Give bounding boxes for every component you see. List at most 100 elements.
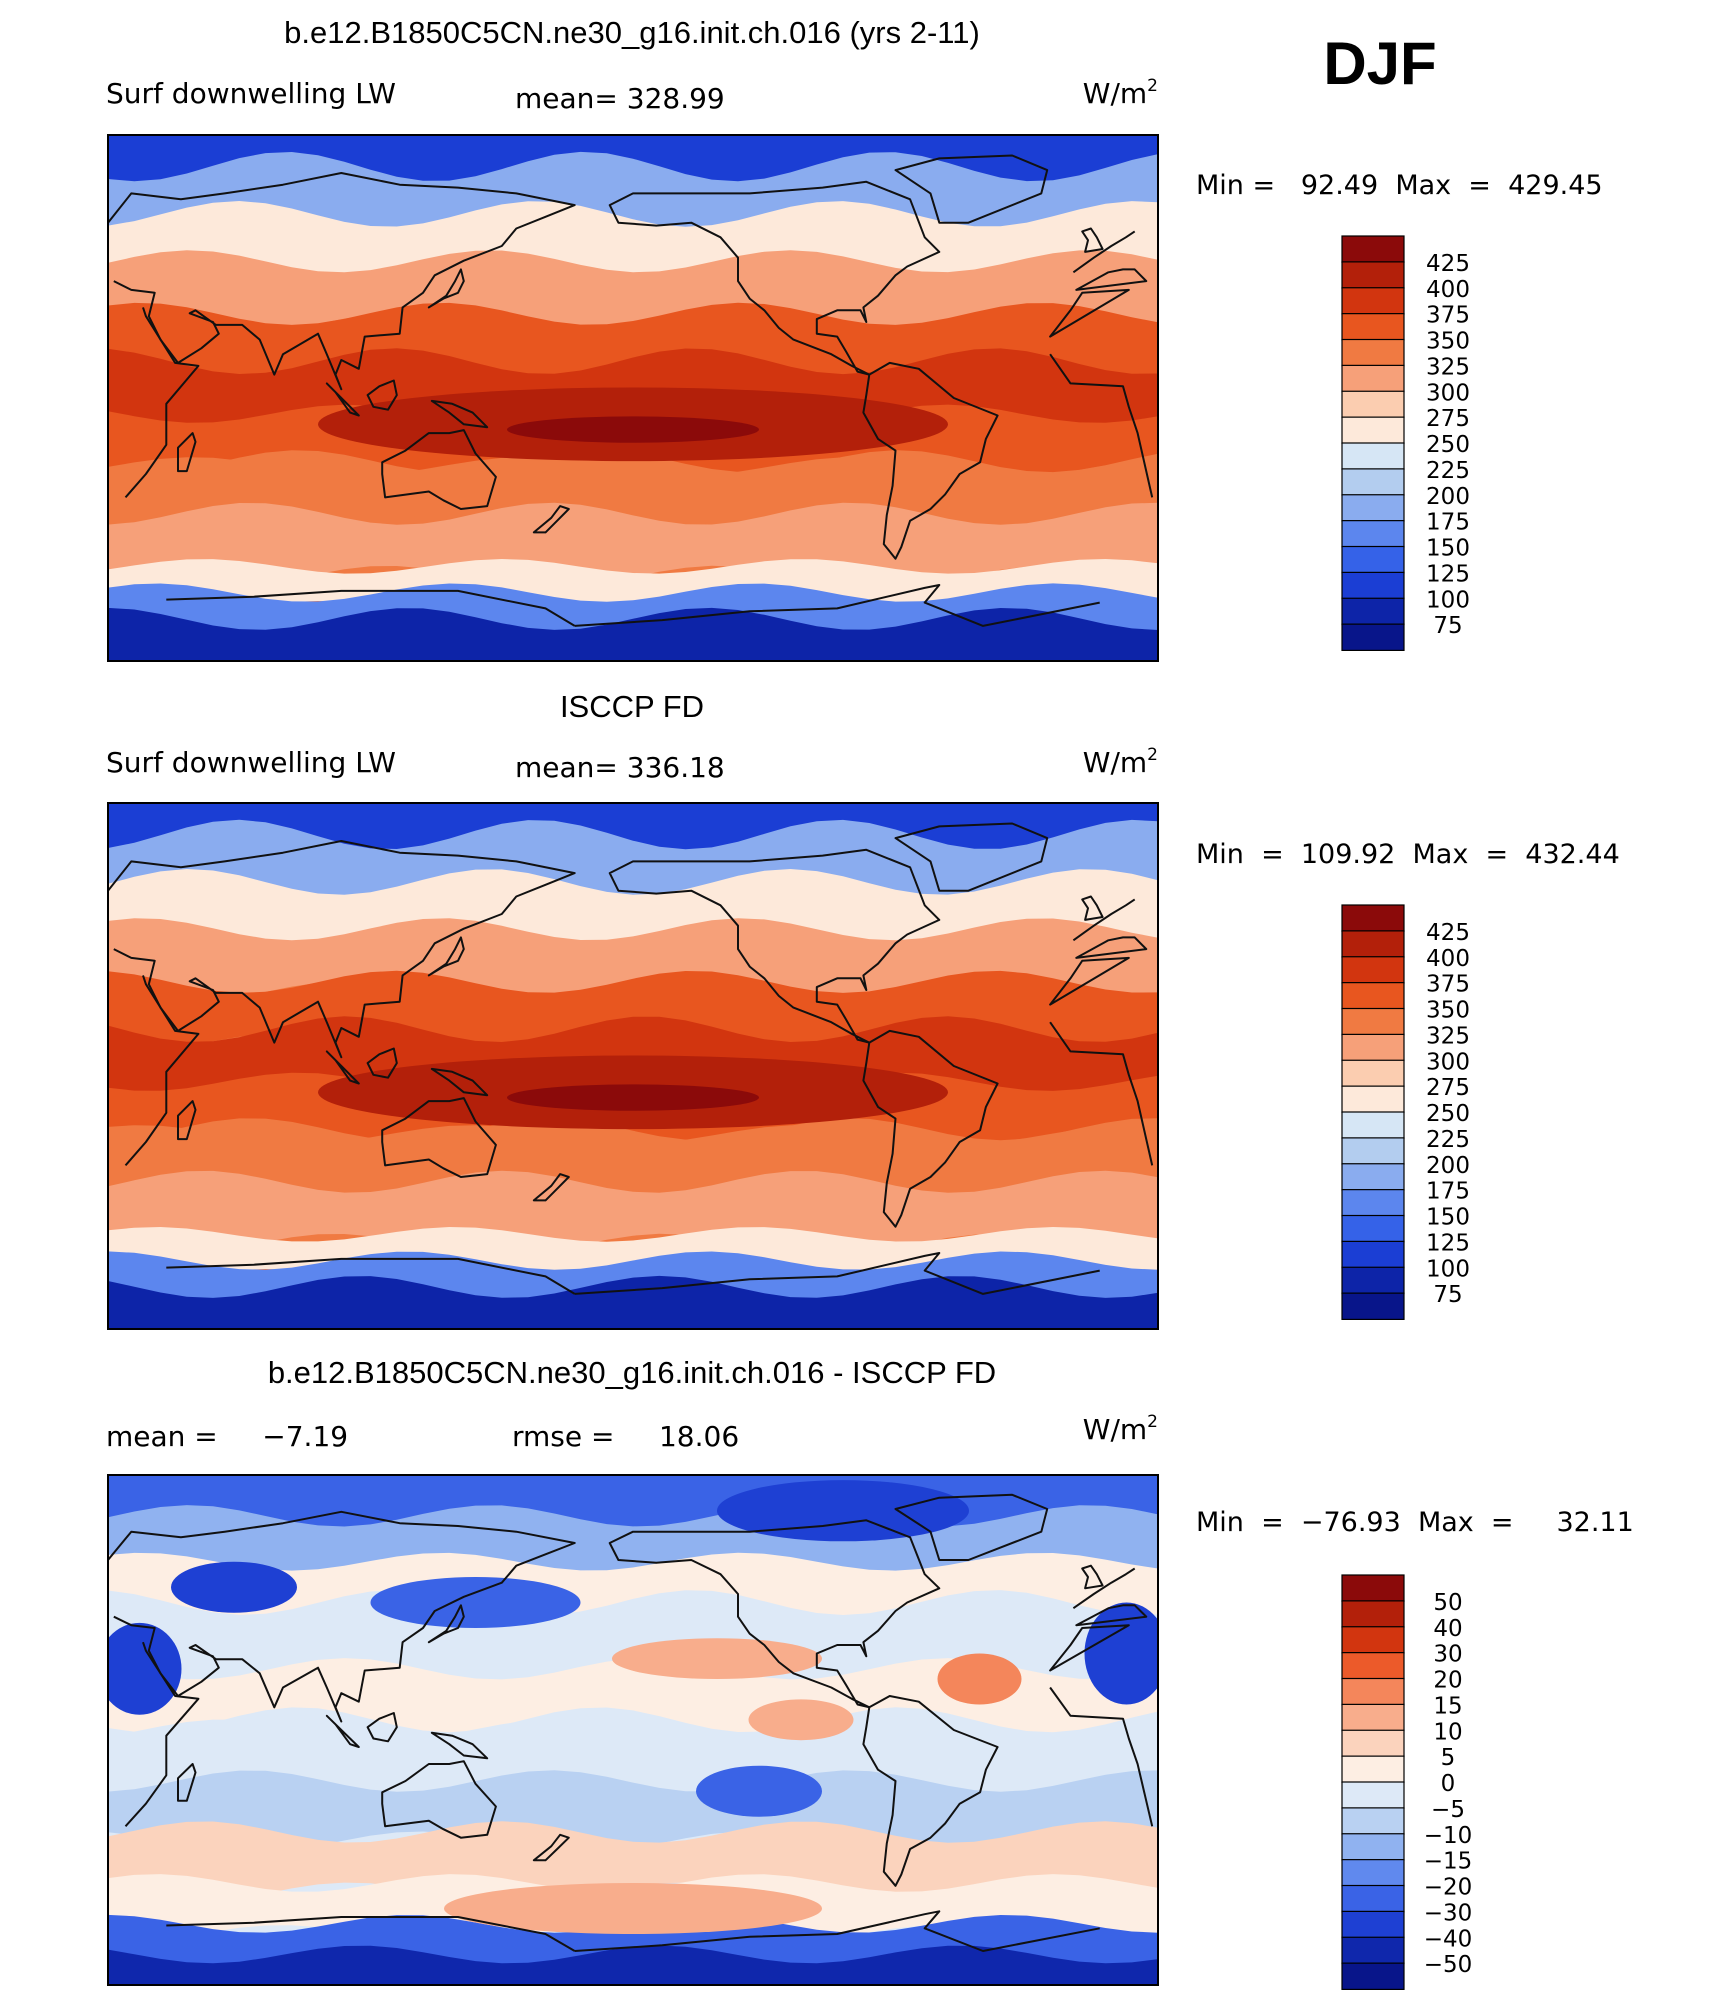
coastline-uk (1081, 1564, 1104, 1590)
coastline-greenland (894, 822, 1049, 892)
colorbar-tick-label: 400 (1426, 277, 1470, 303)
colorbar-swatch (1341, 416, 1405, 445)
coastline-sumatra (325, 382, 360, 417)
coastline-newGuinea (430, 1067, 489, 1097)
panel-title: b.e12.B1850C5CN.ne30_g16.init.ch.016 - I… (268, 1355, 996, 1390)
coastline-greenland (894, 1493, 1049, 1561)
colorbar-tick-label: 50 (1433, 1590, 1462, 1616)
colorbar-swatch (1341, 1292, 1405, 1321)
colorbar-swatch (1341, 468, 1405, 496)
map-plot (108, 135, 1158, 661)
colorbar-swatch (1341, 1626, 1405, 1654)
colorbar-swatch (1341, 1910, 1405, 1939)
colorbar-tick-label: 375 (1426, 972, 1470, 998)
colorbar-tick-label: 150 (1426, 536, 1470, 562)
colorbar-tick-label: 75 (1433, 1282, 1462, 1308)
colorbar-swatch (1341, 1781, 1405, 1809)
colorbar-tick-label: 125 (1426, 1230, 1470, 1256)
map-frame (107, 134, 1159, 662)
anomaly-blob (108, 1622, 182, 1715)
colorbar-tick-label: 175 (1426, 510, 1470, 536)
colorbar-swatch (1341, 1163, 1405, 1191)
variable-label: Surf downwelling LW (106, 77, 396, 110)
min-max-label: Min = 92.49 Max = 429.45 (1196, 170, 1603, 201)
coastline-africa (124, 288, 1154, 499)
mean-label: mean = −7.19 (106, 1420, 348, 1453)
field-band (108, 1821, 1158, 1904)
colorbar-tick-label: 350 (1426, 329, 1470, 355)
colorbar-tick-label: −50 (1424, 1952, 1473, 1978)
units-label: W/m2 (1083, 1412, 1158, 1446)
colorbar: 4254003753503253002752502252001751501251… (1341, 904, 1470, 1321)
colorbar-tick-label: 20 (1433, 1668, 1462, 1694)
colorbar-tick-label: 0 (1441, 1771, 1456, 1797)
coastline-southAmerica (862, 1029, 999, 1228)
colorbar-tick-label: 30 (1433, 1642, 1462, 1668)
field-layer (108, 135, 1158, 661)
colorbar-swatch (1341, 1189, 1405, 1217)
field-band (108, 607, 1158, 661)
warm-pool-core (507, 416, 759, 443)
coastline-australia (381, 1760, 497, 1839)
anomaly-blob (444, 1883, 822, 1934)
colorbar-tick-label: 15 (1433, 1693, 1462, 1719)
anomaly-blob (612, 1638, 822, 1679)
colorbar-tick-label: 5 (1441, 1745, 1456, 1771)
colorbar-tick-label: 200 (1426, 484, 1470, 510)
colorbar-swatch (1341, 1884, 1405, 1913)
colorbar-swatch (1341, 982, 1405, 1010)
panel-difference: b.e12.B1850C5CN.ne30_g16.init.ch.016 - I… (106, 1355, 1634, 1991)
colorbar-swatch (1341, 313, 1405, 341)
colorbar-swatch (1341, 1729, 1405, 1758)
coastline-southAmerica (862, 1695, 999, 1887)
coastline-uk (1081, 895, 1104, 921)
colorbar-tick-label: 250 (1426, 432, 1470, 458)
colorbar-swatch (1341, 494, 1405, 522)
min-max-label: Min = −76.93 Max = 32.11 (1196, 1507, 1634, 1538)
coastline-borneo (366, 1047, 398, 1079)
colorbar-tick-label: 225 (1426, 1127, 1470, 1153)
colorbar-tick-label: 75 (1433, 613, 1462, 639)
season-label: DJF (1323, 30, 1436, 97)
anomaly-blob (171, 1561, 297, 1613)
units-label: W/m2 (1083, 76, 1158, 110)
colorbar-swatch (1341, 571, 1405, 600)
colorbar-swatch (1341, 597, 1405, 626)
colorbar-swatch (1341, 1936, 1405, 1965)
coastline-africa (124, 1624, 1154, 1827)
colorbar-swatch (1341, 545, 1405, 574)
coastline-uk (1081, 227, 1104, 253)
colorbar-swatch (1341, 1677, 1405, 1706)
panel-model: b.e12.B1850C5CN.ne30_g16.init.ch.016 (yr… (106, 15, 1603, 662)
colorbar-tick-label: 250 (1426, 1101, 1470, 1127)
colorbar-tick-label: 175 (1426, 1179, 1470, 1205)
anomaly-blob (1084, 1602, 1158, 1705)
coastline-southAmerica (862, 361, 999, 560)
coastline-northAmerica (608, 1519, 941, 1709)
coastline-japan (427, 1604, 465, 1644)
coastline-antarctica (166, 584, 1100, 627)
anomaly-blob (370, 1577, 581, 1628)
units-label: W/m2 (1083, 745, 1158, 779)
colorbar-swatch (1341, 520, 1405, 548)
colorbar-tick-label: 375 (1426, 303, 1470, 329)
colorbar-swatch (1341, 442, 1405, 470)
colorbar-tick-label: 325 (1426, 354, 1470, 380)
panel-observation: ISCCP FD Surf downwelling LW mean= 336.1… (106, 689, 1620, 1330)
coastline-australia (381, 1097, 497, 1178)
colorbar-swatch (1341, 1600, 1405, 1628)
coastline-layer (108, 822, 1154, 1295)
colorbar-swatch (1341, 390, 1405, 419)
colorbar-tick-label: 225 (1426, 458, 1470, 484)
colorbar-swatch (1341, 1137, 1405, 1165)
colorbar-tick-label: −20 (1424, 1875, 1473, 1901)
colorbar-tick-label: 40 (1433, 1616, 1462, 1642)
coastline-layer (108, 1493, 1154, 1952)
field-band (108, 1552, 1158, 1622)
anomaly-blob (937, 1653, 1022, 1705)
colorbar-swatch (1341, 364, 1405, 393)
colorbar-swatch (1341, 930, 1405, 958)
map-plot (108, 1475, 1158, 1985)
